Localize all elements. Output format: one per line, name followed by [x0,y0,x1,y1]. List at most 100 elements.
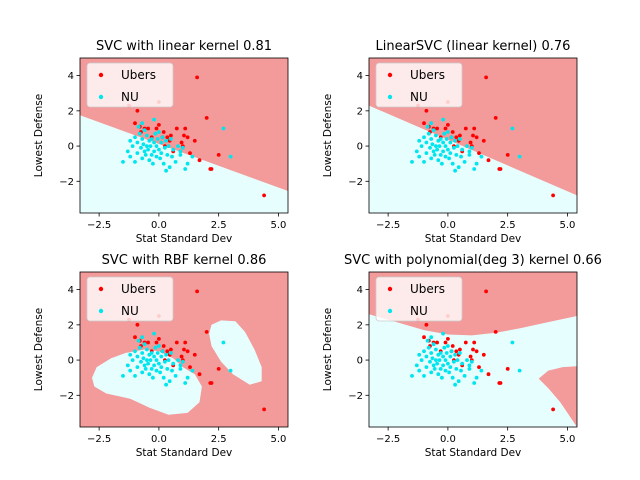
point-nu [455,144,460,149]
point-nu [414,149,419,154]
point-nu [142,149,147,154]
point-nu [169,137,173,141]
point-nu [183,167,188,171]
x-tick-label: 0.0 [151,220,167,231]
y-tick-label: 2 [357,106,363,117]
point-ubers [463,340,468,345]
subplot-title: LinearSVC (linear kernel) 0.76 [376,39,571,54]
x-tick-label: 2.5 [500,434,516,445]
point-ubers [435,340,439,345]
point-ubers [185,135,190,140]
point-nu [147,158,152,163]
point-nu [125,149,130,154]
point-nu [424,140,429,145]
point-nu [434,347,438,352]
legend-marker [98,72,104,78]
point-ubers [424,108,429,113]
subplot-3: −2.5 0.0 2.5 5.0 −2 0 2 4 Stat Standard Dev Lowes… [33,253,289,459]
legend-box [375,62,463,108]
point-nu [453,168,457,173]
legend: Ubers NU [375,62,463,108]
point-nu [141,142,146,147]
point-nu [452,359,456,364]
point-nu [139,359,143,364]
point-nu [163,145,167,150]
x-axis-label: Stat Standard Dev [425,233,522,245]
point-nu [459,154,463,159]
point-nu [137,345,142,350]
point-nu [431,149,436,154]
point-ubers [146,340,151,345]
point-nu [180,359,185,364]
point-nu [157,130,161,134]
point-nu [429,351,434,355]
point-nu [458,351,462,355]
point-nu [469,359,474,364]
point-nu [436,158,441,163]
point-ubers [188,151,192,156]
point-nu [165,153,170,157]
region-ubers-lower [538,366,577,427]
point-nu [460,361,465,366]
point-nu [438,367,443,371]
point-nu [447,156,451,161]
y-tick-label: 0 [357,142,363,153]
point-nu [146,361,151,366]
point-ubers [157,123,161,127]
point-nu [517,154,522,159]
legend-marker [387,308,393,314]
point-nu [148,144,153,149]
point-nu [426,131,431,136]
point-ubers [174,340,179,345]
x-tick-label: 5.0 [270,220,286,231]
point-nu [472,381,477,385]
point-nu [128,368,133,373]
point-nu [453,352,457,357]
point-nu [454,367,459,371]
y-tick-label: 2 [68,106,74,117]
point-nu [178,363,183,368]
point-nu [419,358,424,362]
point-ubers [216,367,221,371]
point-nu [428,359,432,364]
point-nu [441,354,445,359]
point-ubers [454,135,459,140]
point-ubers [443,126,448,131]
x-tick-label: 2.5 [211,220,227,231]
point-ubers [209,381,214,385]
legend-label: Ubers [121,282,156,296]
y-tick-label: 0 [68,356,74,367]
point-nu [440,375,444,380]
point-ubers [192,352,197,357]
point-nu [458,137,462,141]
x-axis-label: Stat Standard Dev [136,233,233,245]
subplot-title: SVC with RBF kernel 0.86 [102,253,267,268]
point-ubers [493,330,498,334]
point-nu [435,361,439,366]
region-nu [369,105,577,213]
point-ubers [146,126,151,131]
point-nu [454,153,459,157]
point-nu [125,363,130,368]
point-nu [164,168,169,173]
subplot-2: −2.5 0.0 2.5 5.0 −2 0 2 4 Stat Standard Dev Lowes… [322,39,578,245]
scatter-points [121,75,266,198]
point-nu [153,345,158,350]
point-ubers [165,349,170,354]
point-nu [130,358,135,362]
point-nu [447,370,451,375]
legend-box [86,276,174,322]
point-ubers [154,340,159,345]
point-nu [441,363,445,368]
point-nu [166,358,171,362]
point-nu [442,345,447,350]
point-nu [151,161,155,166]
point-nu [155,137,160,141]
point-nu [465,358,469,362]
point-nu [159,354,164,359]
point-ubers [133,335,137,340]
point-ubers [484,289,488,294]
point-nu [153,131,158,136]
legend-marker [387,94,393,100]
point-ubers [472,126,477,131]
